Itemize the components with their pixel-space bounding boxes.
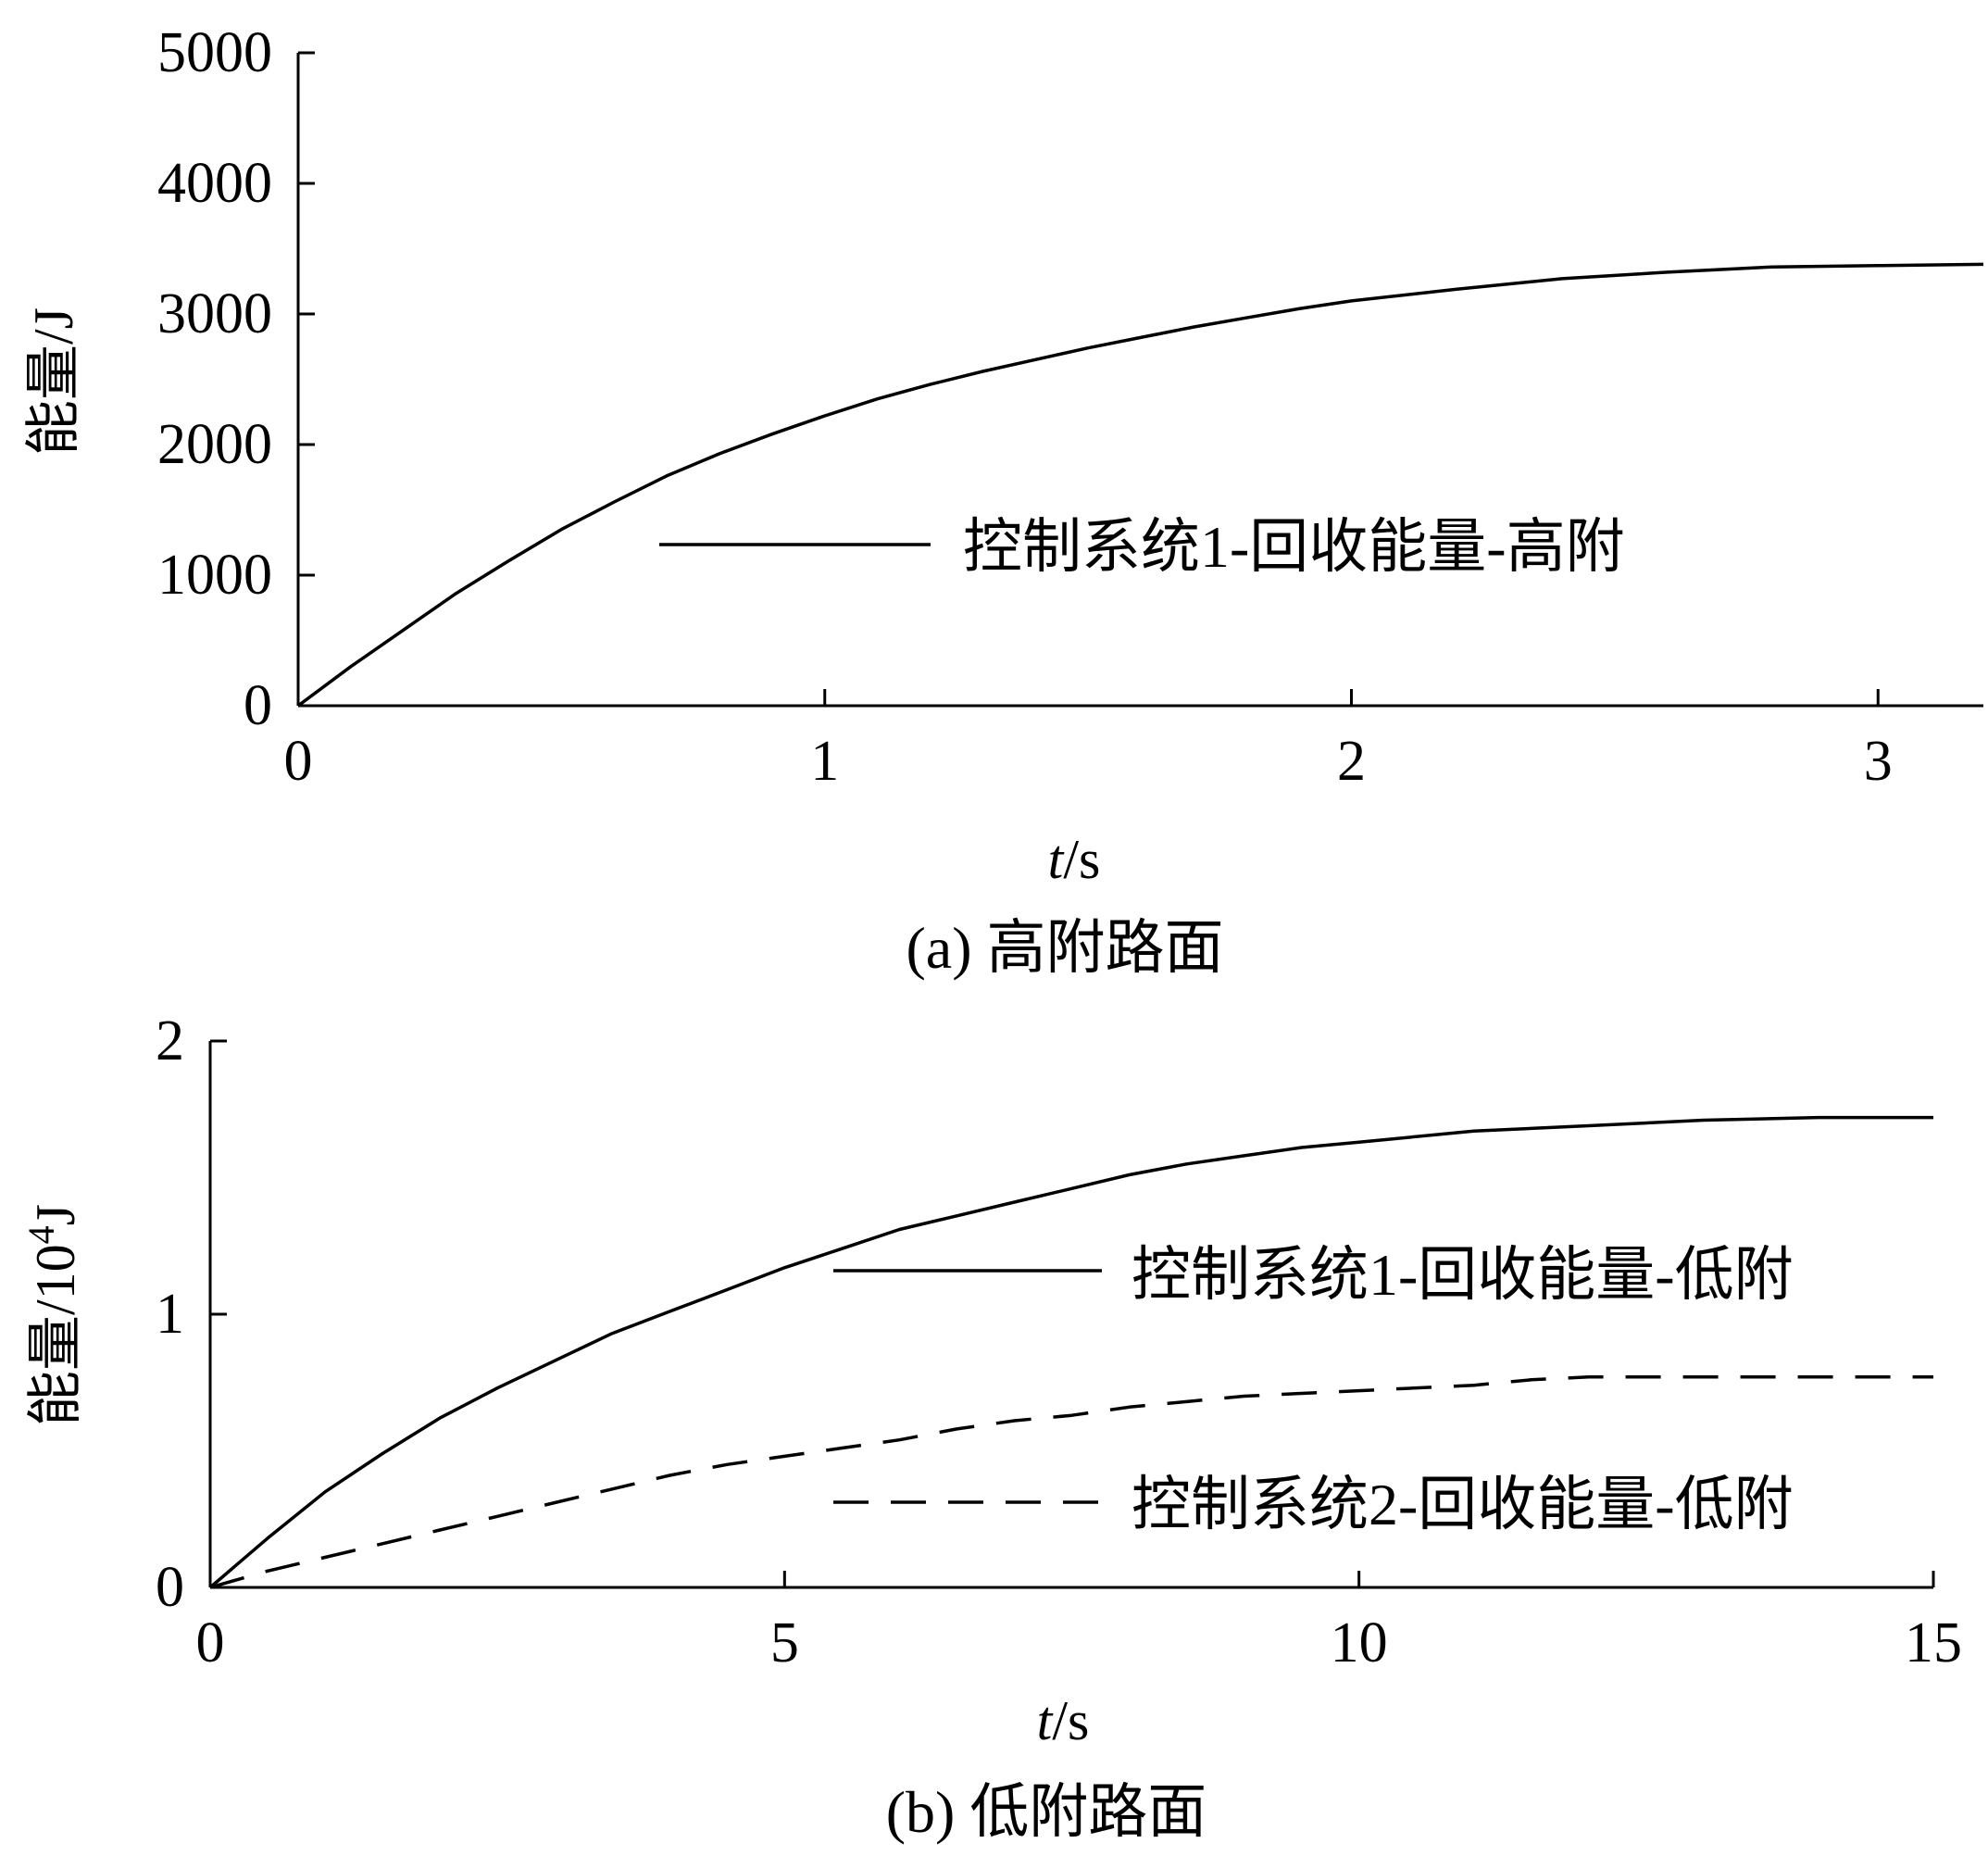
panel-b-y-tick-label: 2 — [156, 1010, 184, 1072]
panel-b-x-tick-label: 5 — [770, 1611, 799, 1674]
panel-a-y-tick-label: 0 — [244, 674, 272, 737]
panel-b-y-tick-label: 0 — [156, 1556, 184, 1619]
panel-a-x-tick-label: 3 — [1864, 730, 1893, 793]
panel-a-x-axis-label: t/s — [1048, 829, 1101, 890]
panel-a-y-tick-label: 1000 — [157, 544, 272, 607]
panel-a-x-tick-label: 2 — [1337, 730, 1366, 793]
panel-b-x-tick-label: 10 — [1331, 1611, 1388, 1674]
panel-a-series-1-line — [296, 262, 1984, 708]
panel-b-y-axis-label: 能量/104J — [20, 1204, 86, 1426]
panel-a-y-tick-label: 3000 — [157, 282, 272, 345]
panel-b-x-axis-label: t/s — [1037, 1690, 1090, 1751]
panel-a-y-tick-label: 2000 — [157, 413, 272, 476]
panel-a-ticks: 0 1 2 3 0 1000 2000 3000 4000 5000 — [157, 21, 1893, 793]
panel-b-series-1-line — [208, 1115, 1933, 1589]
panel-b-series-2-line — [209, 1375, 1933, 1589]
panel-a-x-tick-label: 0 — [284, 730, 313, 793]
panel-a-y-tick-label: 5000 — [157, 21, 272, 84]
panel-b-y-tick-label: 1 — [156, 1283, 184, 1346]
panel-b-x-tick-label: 15 — [1905, 1611, 1962, 1674]
panel-b-ticks: 0 5 10 15 0 1 2 — [156, 1010, 1962, 1674]
panel-b-legend-label-2: 控制系统2-回收能量-低附 — [1132, 1472, 1794, 1537]
panel-a-x-tick-label: 1 — [810, 730, 839, 793]
panel-a-legend-label-1: 控制系统1-回收能量-高附 — [963, 514, 1625, 580]
panel-b-caption: (b) 低附路面 — [886, 1779, 1207, 1845]
panel-b-legend-label-1: 控制系统1-回收能量-低附 — [1132, 1242, 1794, 1308]
panel-a-y-axis-label: 能量/J — [23, 307, 84, 456]
panel-a-y-tick-label: 4000 — [157, 152, 272, 215]
panel-a-caption: (a) 高附路面 — [906, 915, 1223, 981]
panel-b: 0 5 10 15 0 1 2 控制系统1-回收能量-低附 控制系统2-回收能量-低附 能量… — [20, 1010, 1962, 1845]
panel-b-x-tick-label: 0 — [196, 1611, 225, 1674]
